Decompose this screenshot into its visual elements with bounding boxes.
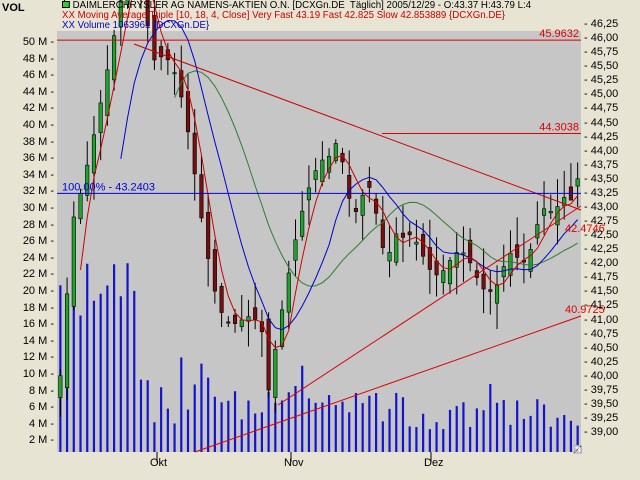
svg-text:45.9632: 45.9632 (539, 28, 579, 40)
svg-text:44.3038: 44.3038 (539, 122, 579, 134)
svg-text:100.00% - 43.2403: 100.00% - 43.2403 (62, 181, 155, 193)
